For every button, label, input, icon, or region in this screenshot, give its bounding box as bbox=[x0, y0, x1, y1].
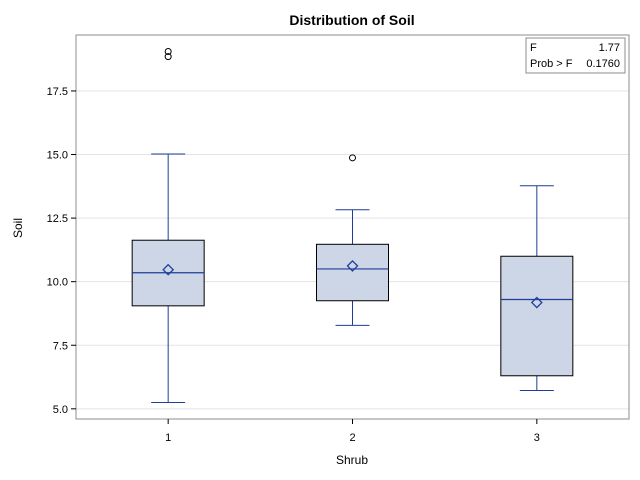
y-tick-label: 7.5 bbox=[53, 340, 68, 352]
box-group-2 bbox=[316, 154, 389, 326]
chart-title: Distribution of Soil bbox=[289, 12, 414, 28]
y-axis-label: Soil bbox=[11, 218, 25, 238]
outlier-point bbox=[349, 154, 356, 162]
box-group-1 bbox=[131, 48, 205, 403]
y-tick-label: 12.5 bbox=[47, 213, 68, 225]
x-tick-label: 3 bbox=[534, 432, 540, 444]
mean-marker bbox=[346, 259, 359, 272]
x-tick-label: 1 bbox=[165, 432, 171, 444]
x-axis-label: Shrub bbox=[336, 453, 368, 467]
outlier-point bbox=[164, 53, 172, 61]
y-tick-label: 10.0 bbox=[47, 277, 68, 289]
stat-prob-label: Prob > F bbox=[530, 58, 573, 70]
x-tick-label: 2 bbox=[349, 432, 355, 444]
mean-marker bbox=[162, 263, 175, 276]
stat-f-value: 1.77 bbox=[599, 42, 620, 54]
stat-f-label: F bbox=[530, 42, 537, 54]
y-tick-label: 5.0 bbox=[53, 404, 68, 416]
axes: 5.0 7.5 10.0 12.5 15.0 17.5 1 2 3 bbox=[47, 86, 540, 444]
stats-inset-box bbox=[525, 37, 626, 74]
box-plot-series bbox=[131, 48, 574, 403]
outlier-point bbox=[164, 48, 172, 56]
y-tick-label: 17.5 bbox=[47, 86, 68, 98]
stats-inset: F 1.77 Prob > F 0.1760 bbox=[525, 37, 626, 74]
stat-prob-value: 0.1760 bbox=[586, 58, 620, 70]
box-group-3 bbox=[500, 185, 574, 392]
y-tick-label: 15.0 bbox=[47, 150, 68, 162]
mean-marker bbox=[530, 296, 543, 309]
iqr-box bbox=[500, 255, 574, 377]
iqr-box bbox=[316, 243, 389, 302]
